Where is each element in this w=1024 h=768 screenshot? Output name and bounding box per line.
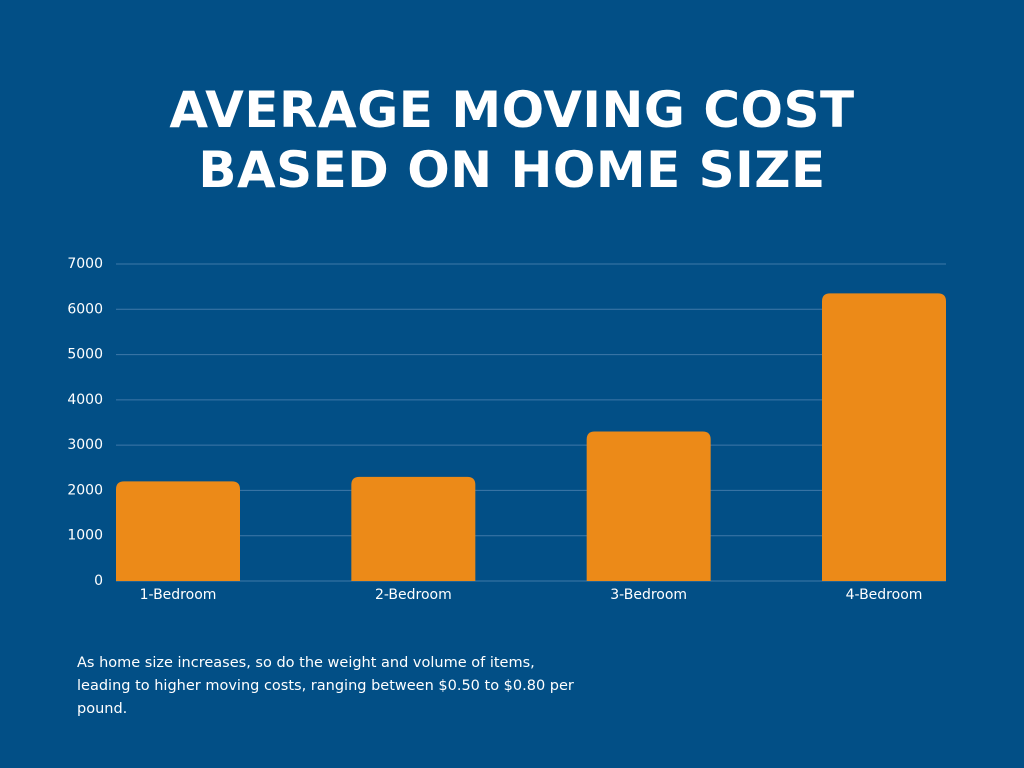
bar [351, 476, 476, 581]
bar [822, 293, 946, 581]
y-tick-label: 7000 [67, 256, 103, 272]
x-tick-label: 4-Bedroom [846, 587, 923, 603]
y-tick-label: 2000 [67, 482, 103, 498]
y-tick-label: 4000 [67, 392, 103, 408]
y-tick-label: 0 [94, 573, 103, 589]
y-tick-label: 3000 [67, 437, 103, 453]
chart-note: As home size increases, so do the weight… [77, 655, 574, 717]
y-tick-label: 6000 [67, 301, 103, 317]
chart-title: AVERAGE MOVING COST BASED ON HOME SIZE [169, 81, 855, 199]
bar [116, 481, 240, 581]
x-tick-label: 3-Bedroom [610, 587, 687, 603]
y-tick-label: 5000 [67, 347, 103, 363]
bar [586, 431, 711, 581]
x-tick-label: 1-Bedroom [140, 587, 217, 603]
y-tick-label: 1000 [67, 528, 103, 544]
x-tick-label: 2-Bedroom [375, 587, 452, 603]
